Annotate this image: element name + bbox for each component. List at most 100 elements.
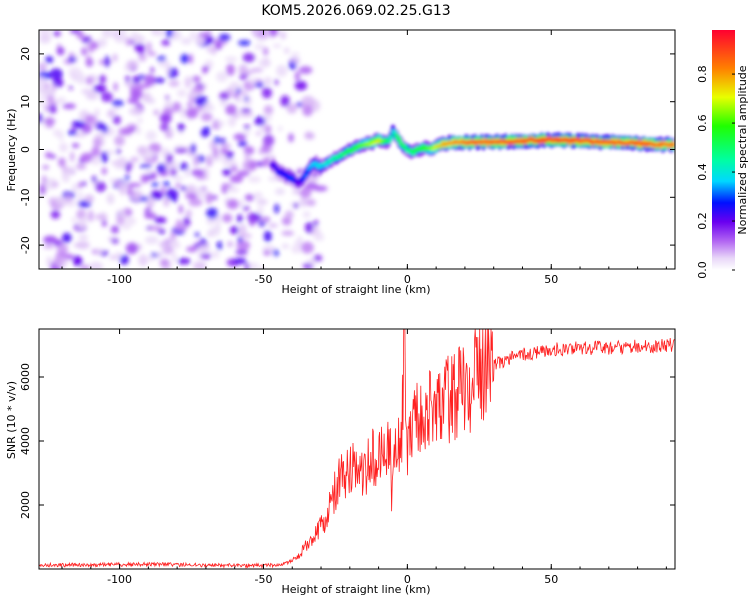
x-tick-label: 50 [544, 573, 558, 586]
spectrogram-noise-blob [114, 179, 121, 188]
spectrogram-noise-blob [227, 186, 240, 193]
spectrogram-noise-blob [268, 30, 279, 37]
spectrogram-noise-blob [113, 82, 118, 92]
spectrogram-noise-blob [230, 162, 238, 167]
spectrogram-noise-blob [86, 55, 92, 67]
spectrogram-noise-blob [253, 191, 263, 199]
spectrogram-noise-blob [52, 30, 62, 37]
spectrogram-x-label: Height of straight line (km) [281, 283, 430, 296]
spectrogram-noise-blob [113, 32, 128, 43]
spectrogram-noise-blob [216, 240, 223, 251]
spectrogram-noise-blob [284, 210, 294, 219]
spectrogram-ridge-segment [386, 139, 392, 142]
spectrogram-noise-blob [140, 196, 149, 202]
spectrogram-noise-blob [179, 162, 189, 171]
spectrogram-noise-blob [61, 171, 71, 183]
spectrogram-noise-blob [68, 67, 82, 78]
spectrogram-noise-blob [78, 234, 89, 240]
spectrogram-noise-blob [241, 70, 255, 75]
spectrogram-noise-blob [116, 148, 121, 155]
spectrogram-noise-blob [70, 30, 81, 34]
spectrogram-noise-blob [189, 53, 194, 64]
spectrogram-noise-blob [125, 75, 130, 83]
colorbar-label: Normalized spectral amplitude [736, 65, 749, 234]
colorbar-tick-label: 0.0 [696, 261, 709, 279]
spectrogram-noise-blob [185, 193, 199, 200]
spectrogram-noise-blob [304, 132, 315, 140]
spectrogram-noise-blob [114, 135, 125, 147]
spectrogram-ridge-segment [295, 181, 301, 185]
snr-x-ticks: -100 -50 0 50 [61, 329, 667, 586]
spectrogram-noise-blob [126, 190, 135, 195]
spectrogram-noise-blob [77, 191, 83, 202]
spectrogram-noise-blob [173, 175, 184, 181]
snr-panel: -100 -50 0 50 2000 4000 6000 Height of straig… [5, 328, 676, 596]
spectrogram-noise-blob [188, 92, 201, 98]
spectrogram-noise-blob [243, 130, 251, 135]
spectrogram-ridge-segment [465, 142, 470, 145]
spectrogram-noise-blob [244, 96, 249, 102]
spectrogram-noise-blob [39, 62, 48, 72]
spectrogram-noise-blob [116, 216, 125, 226]
spectrogram-noise-blob [159, 171, 169, 177]
spectrogram-noise-blob [170, 231, 177, 240]
spectrogram-noise-blob [281, 243, 290, 249]
spectrogram-noise-blob [94, 213, 108, 221]
spectrogram-noise-blob [239, 224, 247, 236]
spectrogram-ridge-segment [273, 166, 279, 170]
spectrogram-noise-blob [80, 152, 94, 163]
spectrogram-noise-blob [298, 66, 313, 75]
spectrogram-noise-blob [94, 133, 105, 139]
spectrogram-noise-blob [80, 216, 89, 222]
spectrogram-noise-blob [278, 125, 283, 132]
spectrogram-noise-blob [273, 249, 279, 257]
spectrogram-noise-blob [149, 225, 163, 231]
spectrogram-noise-blob [249, 216, 256, 227]
spectrogram-noise-blob [104, 55, 110, 68]
colorbar-tick-label: 0.2 [696, 212, 709, 230]
spectrogram-ridge-segment [670, 144, 675, 147]
spectrogram-noise-blob [56, 46, 65, 56]
spectrogram-noise-blob [70, 151, 75, 162]
spectrogram-ridge-segment [656, 144, 662, 147]
spectrogram-noise-blob [206, 207, 219, 219]
spectrogram-noise-blob [194, 232, 200, 237]
snr-y-ticks: 2000 4000 6000 [19, 363, 675, 519]
spectrogram-noise-blob [151, 182, 159, 187]
spectrogram-noise-blob [72, 77, 82, 82]
spectrogram-y-ticks: -20 -10 0 10 20 [19, 47, 675, 254]
spectrogram-noise-blob [161, 39, 171, 46]
spectrogram-noise-blob [225, 104, 237, 116]
colorbar-tick-label: 0.4 [696, 163, 709, 181]
spectrogram-ridge-segment [289, 176, 295, 180]
spectrogram-noise-blob [220, 137, 226, 145]
spectrogram-noise-blob [135, 126, 141, 135]
spectrogram-noise-blob [266, 147, 273, 152]
spectrogram-noise-blob [93, 136, 102, 148]
spectrogram-noise-blob [157, 55, 167, 62]
spectrogram-noise-blob [290, 52, 300, 57]
spectrogram-noise-blob [196, 188, 207, 199]
spectrogram-noise-blob [250, 67, 264, 73]
spectrogram-noise-blob [101, 30, 113, 39]
spectrogram-noise-blob [305, 222, 314, 234]
spectrogram-noise-blob [204, 102, 213, 108]
spectrogram-noise-blob [71, 217, 77, 223]
spectrogram-noise-blob [226, 63, 235, 76]
spectrogram-noise-blob [206, 217, 215, 225]
spectrogram-noise-blob [226, 199, 239, 210]
spectrogram-noise-blob [130, 157, 140, 162]
spectrogram-noise-blob [49, 68, 63, 80]
spectrogram-noise-blob [258, 221, 266, 227]
spectrogram-noise-blob [42, 88, 55, 97]
spectrogram-noise-blob [153, 109, 160, 116]
spectrogram-noise-blob [77, 220, 87, 229]
spectrogram-noise-blob [68, 57, 77, 63]
spectrogram-ridge-segment [362, 143, 368, 146]
spectrogram-ridge-segment [350, 148, 356, 152]
spectrogram-x-ticks: -100 -50 0 50 [61, 30, 667, 286]
spectrogram-noise-blob [144, 74, 156, 86]
colorbar-tick-label: 0.8 [696, 65, 709, 83]
spectrogram-noise-blob [115, 251, 122, 258]
spectrogram-noise-blob [288, 61, 297, 70]
